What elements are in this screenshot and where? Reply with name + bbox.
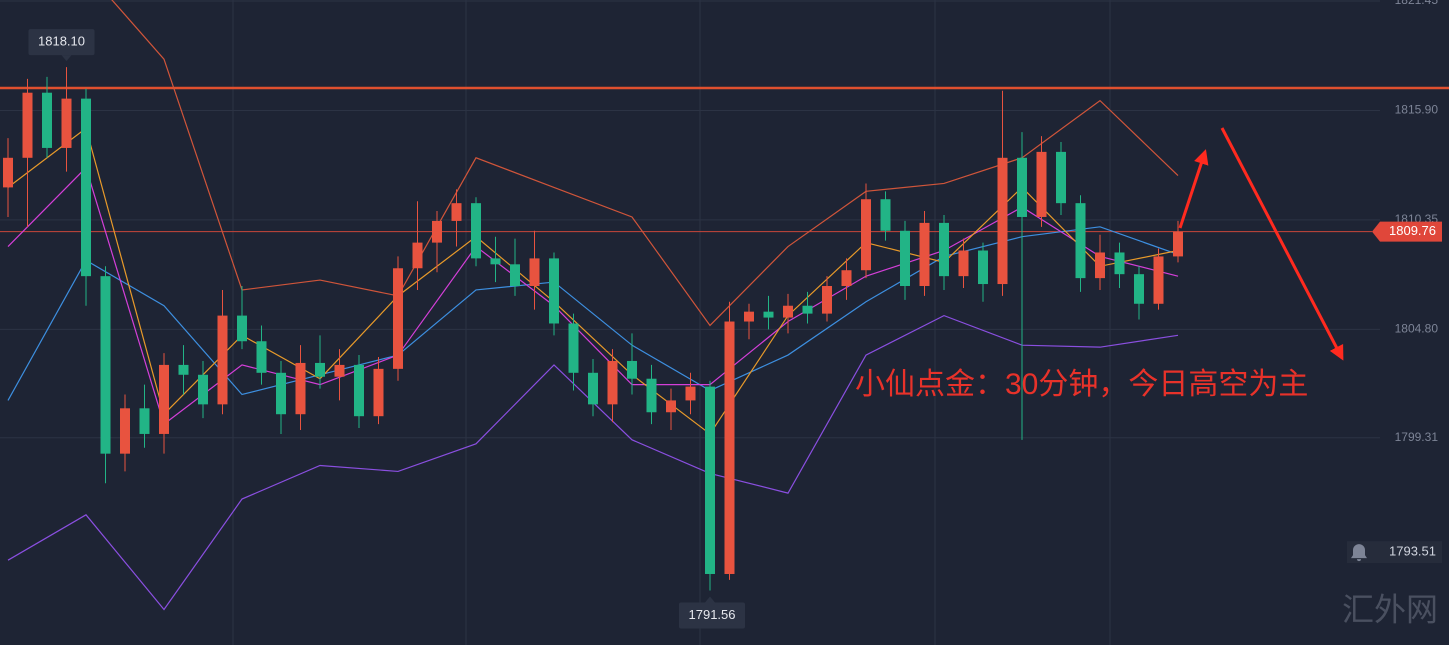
candle-body — [1017, 157, 1027, 217]
candle-body — [61, 98, 72, 148]
high-pointer — [61, 55, 72, 62]
candle-body — [685, 386, 696, 401]
candle-body — [1114, 252, 1125, 275]
candle-body — [237, 315, 247, 342]
candle-body — [354, 364, 364, 417]
candle-body — [549, 258, 559, 324]
candle-body — [1173, 231, 1183, 257]
candle-body — [841, 270, 852, 287]
y-tick-label: 1821.45 — [1395, 0, 1439, 7]
candle-body — [529, 258, 540, 287]
last-price-box — [1372, 221, 1442, 242]
candle-body — [1036, 151, 1047, 217]
candle-body — [744, 311, 754, 322]
low-label: 1791.56 — [689, 607, 736, 622]
candle-body — [159, 364, 169, 434]
y-tick-label: 1804.80 — [1395, 322, 1439, 336]
indicator-line — [111, 0, 1179, 327]
candle-body — [900, 230, 910, 287]
candle-body — [802, 305, 813, 314]
candle-body — [81, 98, 91, 277]
candle-body — [471, 203, 481, 259]
candle-body — [861, 199, 871, 271]
candle-body — [510, 264, 520, 287]
candle-body — [373, 368, 384, 417]
candle-body — [939, 222, 949, 277]
candle-body — [178, 364, 189, 375]
candle-body — [42, 92, 52, 148]
low-box — [679, 602, 745, 629]
alert-bell — [1351, 544, 1367, 562]
candle-body — [1134, 274, 1144, 304]
candle-body — [22, 92, 33, 158]
candle-body — [432, 220, 442, 243]
y-tick-label: 1815.90 — [1395, 103, 1439, 117]
candle-body — [120, 408, 130, 454]
candle-body — [607, 360, 618, 405]
candle-body — [334, 364, 345, 377]
candle-body — [1153, 256, 1164, 304]
candle-body — [217, 315, 228, 405]
candle-body — [315, 362, 325, 377]
candle-body — [588, 372, 598, 405]
candle-body — [705, 386, 715, 574]
candle-body — [3, 157, 13, 188]
candle-body — [783, 305, 793, 318]
high-box — [28, 29, 95, 56]
forecast-arrows — [1178, 127, 1344, 361]
high-label: 1818.10 — [38, 34, 85, 49]
candle-body — [627, 360, 637, 379]
candle-body — [256, 341, 267, 373]
candle-body — [276, 372, 286, 415]
candle-body — [490, 258, 501, 265]
candle-body — [1075, 203, 1086, 279]
candle-body — [198, 374, 208, 405]
candle-body — [295, 362, 306, 415]
low-pointer — [705, 596, 715, 603]
candle-body — [1095, 252, 1105, 279]
candle-body — [568, 323, 579, 373]
candle-body — [958, 250, 969, 277]
candle-body — [100, 276, 111, 454]
candle-body — [763, 311, 774, 318]
candle-body — [880, 199, 891, 231]
candle-body — [997, 157, 1008, 285]
candle-body — [978, 250, 988, 285]
candle-body — [451, 203, 462, 221]
candle-body — [919, 222, 930, 287]
candle-body — [724, 321, 735, 574]
candle-body — [666, 400, 676, 413]
candle-body — [646, 378, 657, 413]
alert-label: 1793.51 — [1389, 544, 1436, 559]
last-price-label: 1809.76 — [1389, 223, 1436, 238]
vertical-grid — [232, 0, 1111, 645]
y-tick-label: 1799.31 — [1395, 430, 1439, 444]
annotation: 小仙点金：30分钟，今日高空为主 — [855, 368, 1308, 401]
candle-body — [1056, 151, 1066, 204]
candle-body — [412, 242, 423, 269]
candle-body — [139, 408, 150, 434]
candle-body — [393, 268, 403, 369]
alert-box — [1347, 541, 1442, 564]
candle-body — [822, 286, 832, 314]
watermark: 汇外网 — [1342, 591, 1438, 629]
